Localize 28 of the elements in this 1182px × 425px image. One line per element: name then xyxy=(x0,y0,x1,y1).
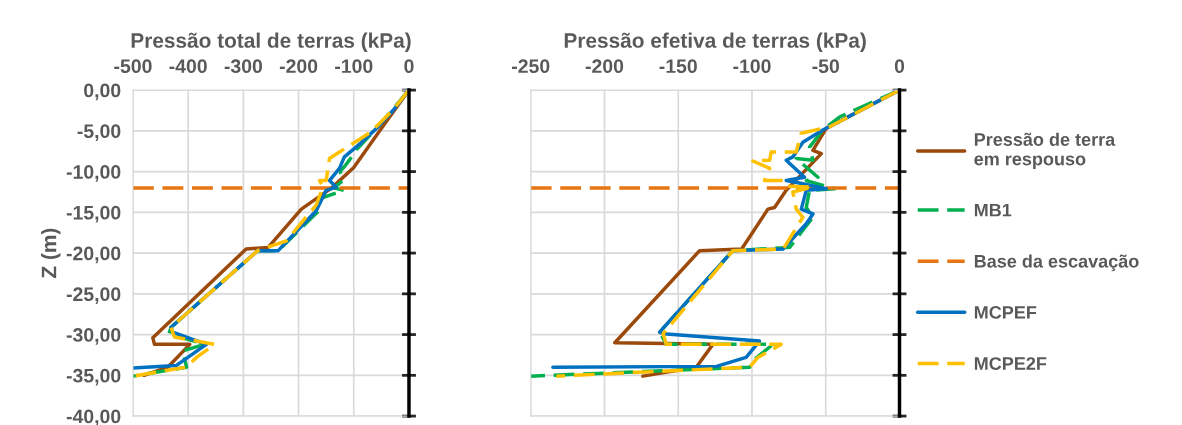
x-tick-label: 0 xyxy=(894,59,905,74)
x-tick-label: -150 xyxy=(659,59,697,74)
y-tick-label: -30,00 xyxy=(66,328,121,345)
legend-label: Base da escavação xyxy=(974,254,1139,272)
y-tick-label: -10,00 xyxy=(66,165,121,182)
x-tick-label: -500 xyxy=(114,59,152,74)
y-tick-label: -5,00 xyxy=(77,124,121,141)
x-tick-label: -50 xyxy=(812,59,839,74)
x-axis-title: Pressão efetiva de terras (kPa) xyxy=(564,32,866,52)
x-tick-label: -200 xyxy=(585,59,624,74)
y-tick-label: -20,00 xyxy=(66,246,121,264)
x-axis-title: Pressão total de terras (kPa) xyxy=(131,32,411,52)
x-tick-label: -100 xyxy=(335,59,373,74)
x-tick-label: -100 xyxy=(733,59,771,74)
y-tick-label: -25,00 xyxy=(66,287,121,304)
x-tick-label: -250 xyxy=(512,59,550,74)
legend-label: MCPEF xyxy=(974,306,1037,319)
x-tick-label: -400 xyxy=(169,59,207,74)
x-tick-label: -300 xyxy=(224,59,263,74)
y-tick-label: -15,00 xyxy=(66,205,121,223)
x-tick-label: -200 xyxy=(279,59,318,74)
legend-label: MB1 xyxy=(974,203,1012,217)
y-axis-title: Z (m) xyxy=(41,228,61,278)
y-tick-label: -35,00 xyxy=(66,368,121,386)
legend-label: MCPE2F xyxy=(974,357,1047,370)
x-tick-label: 0 xyxy=(404,59,414,74)
legend-label: Pressão de terra em respouso xyxy=(974,132,1116,169)
y-tick-label: 0,00 xyxy=(84,83,121,101)
